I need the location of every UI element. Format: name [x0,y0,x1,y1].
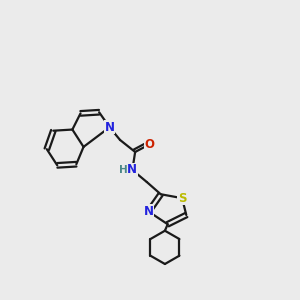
Text: N: N [128,164,137,176]
Text: N: N [144,205,154,218]
Text: O: O [144,138,154,151]
Text: H: H [119,165,128,176]
Text: N: N [105,121,115,134]
Text: S: S [178,192,186,205]
